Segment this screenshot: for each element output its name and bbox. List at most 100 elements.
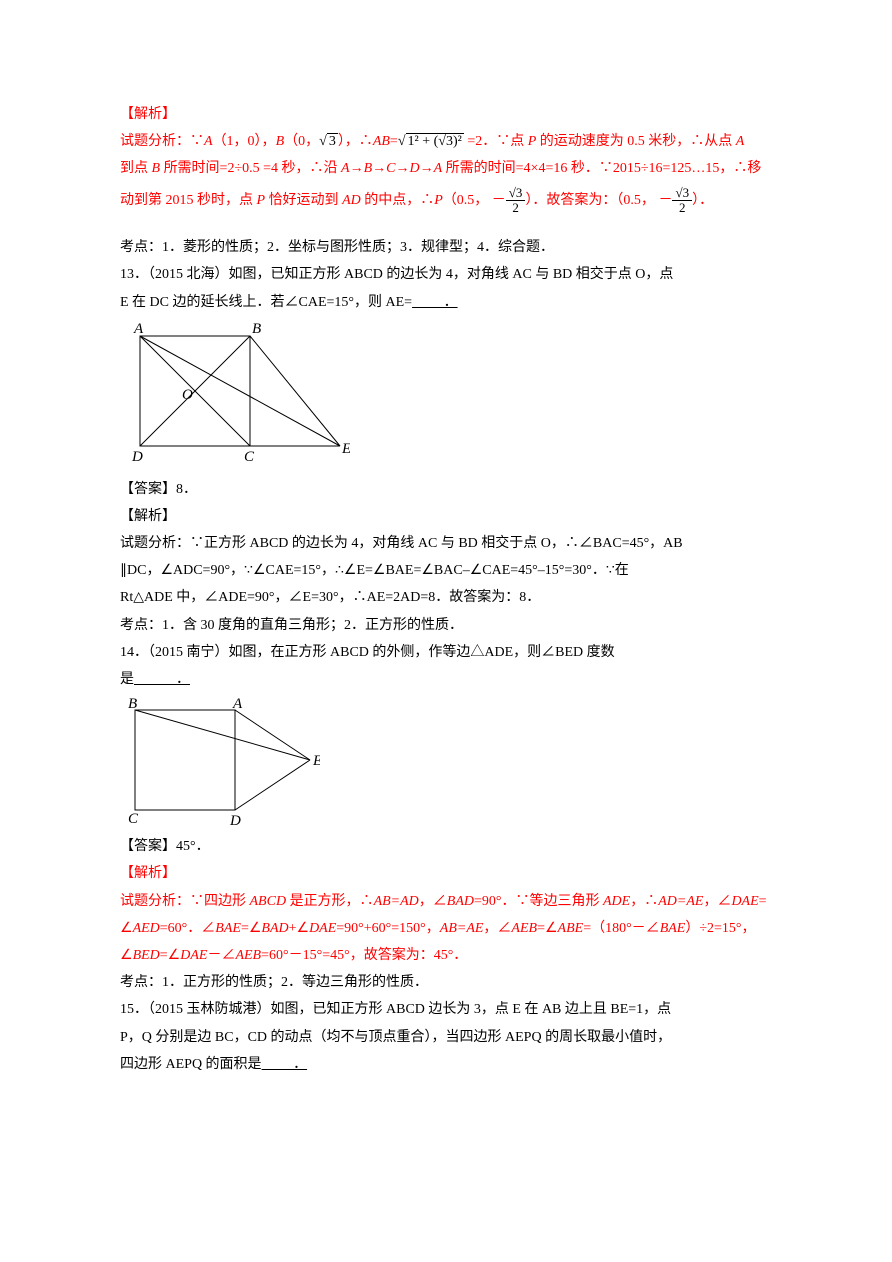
- t: =: [759, 894, 767, 909]
- figure-13: A B D C E O: [120, 321, 350, 471]
- label-A: A: [133, 321, 144, 337]
- text: ）．故答案为：（0.5，: [525, 193, 655, 208]
- q15-stem: 四边形 AEPQ 的面积是: [120, 1057, 262, 1072]
- text: 到点: [120, 161, 152, 176]
- t: ，∴: [630, 894, 658, 909]
- kaodian14: 考点：1．正方形的性质；2．等边三角形的性质．: [120, 970, 772, 995]
- t: －∠: [207, 948, 235, 963]
- jiexi14: 【解析】: [120, 861, 772, 886]
- frac1: √32: [506, 186, 526, 216]
- text: 所需的时间=4×4=16 秒．∵2015÷16=125…15，∴移: [442, 161, 761, 176]
- q14-text2: 是 ．: [120, 667, 772, 692]
- t: =90°．∵等边三角形: [474, 894, 603, 909]
- t: =90°+60°=150°，: [336, 921, 439, 936]
- q13-blank: ．: [412, 295, 458, 310]
- q15-text2: P，Q 分别是边 BC，CD 的动点（均不与顶点重合），当四边形 AEPQ 的周…: [120, 1025, 772, 1050]
- var-A2: A: [736, 134, 745, 149]
- t: 试题分析：∵四边形: [120, 894, 250, 909]
- neg: －: [492, 193, 506, 208]
- t: AD=AE: [658, 894, 703, 909]
- var-AB: AB: [373, 134, 390, 149]
- q14-blank: ．: [134, 672, 190, 687]
- var-AD: AD: [342, 193, 361, 208]
- t: =60°－15°=45°，故答案为：45°．: [261, 948, 467, 963]
- q13-text2: E 在 DC 边的延长线上．若∠CAE=15°，则 AE= ．: [120, 290, 772, 315]
- t: =∠: [160, 948, 180, 963]
- sqrt3: √3: [319, 133, 338, 149]
- analysis13-3: Rt△ADE 中，∠ADE=90°，∠E=30°，∴AE=2AD=8．故答案为：…: [120, 585, 772, 610]
- q13-stem: E 在 DC 边的延长线上．若∠CAE=15°，则 AE=: [120, 295, 412, 310]
- analysis13-2: ∥DC，∠ADC=90°，∵∠CAE=15°，∴∠E=∠BAE=∠BAC–∠CA…: [120, 558, 772, 583]
- t: ADE: [603, 894, 630, 909]
- frac2: √32: [672, 186, 692, 216]
- t: ABCD: [250, 894, 287, 909]
- text: （0，: [284, 134, 319, 149]
- text: =2．∵点: [464, 134, 528, 149]
- t: ，∠: [419, 894, 447, 909]
- text: （0.5，: [443, 193, 489, 208]
- figure-14: B A C D E: [120, 698, 320, 828]
- t: AEB: [235, 948, 261, 963]
- t: BAD: [261, 921, 288, 936]
- t: DAE: [180, 948, 207, 963]
- t: ）÷2=15°，: [685, 921, 755, 936]
- t: =（180°－∠: [583, 921, 660, 936]
- t: AB=AE: [440, 921, 484, 936]
- analysis-heading-1: 【解析】: [120, 102, 772, 127]
- label-A: A: [232, 698, 243, 712]
- text: 的运动速度为 0.5 米秒，∴从点: [536, 134, 736, 149]
- analysis14-line2: ∠AED=60°．∠BAE=∠BAD+∠DAE=90°+60°=150°，AB=…: [120, 916, 772, 941]
- t: ，∠: [483, 921, 511, 936]
- label-E: E: [312, 753, 320, 769]
- var-P2: P: [434, 193, 443, 208]
- t: BAE: [215, 921, 241, 936]
- t: AB=AD: [374, 894, 419, 909]
- ans14: 【答案】45°．: [120, 834, 772, 859]
- var-B: B: [276, 134, 285, 149]
- analysis1-line1: 试题分析：∵A（1，0），B（0，√3），∴AB=√1² + (√3)² =2．…: [120, 129, 772, 154]
- q13-text1: 13．（2015 北海）如图，已知正方形 ABCD 的边长为 4，对角线 AC …: [120, 262, 772, 287]
- t: AED: [133, 921, 160, 936]
- kaodian13: 考点：1．含 30 度角的直角三角形；2．正方形的性质．: [120, 613, 772, 638]
- var-B: B: [152, 161, 161, 176]
- label-E: E: [341, 441, 350, 457]
- q14-stem: 是: [120, 672, 134, 687]
- label-D: D: [131, 449, 143, 465]
- text: 的中点，∴: [361, 193, 435, 208]
- t: +∠: [289, 921, 309, 936]
- text: 动到第 2015 秒时，点: [120, 193, 257, 208]
- label-D: D: [229, 813, 241, 828]
- label-B: B: [252, 321, 261, 337]
- analysis14-line3: ∠BED=∠DAE－∠AEB=60°－15°=45°，故答案为：45°．: [120, 943, 772, 968]
- ans13: 【答案】8．: [120, 477, 772, 502]
- t: =∠: [241, 921, 261, 936]
- analysis1-line2: 到点 B 所需时间=2÷0.5 =4 秒，∴沿 A→B→C→D→A 所需的时间=…: [120, 156, 772, 181]
- t: =60°．∠: [160, 921, 216, 936]
- var-A: A: [204, 134, 213, 149]
- t: =∠: [537, 921, 557, 936]
- text: 所需时间=2÷0.5 =4 秒，∴沿: [160, 161, 341, 176]
- t: DAE: [731, 894, 758, 909]
- t: BAE: [660, 921, 686, 936]
- text: （1，0），: [213, 134, 276, 149]
- t: ，∠: [703, 894, 731, 909]
- path: A→B→C→D→A: [341, 161, 442, 176]
- label-C: C: [244, 449, 255, 465]
- neg2: －: [658, 193, 672, 208]
- t: BED: [133, 948, 160, 963]
- jiexi13: 【解析】: [120, 504, 772, 529]
- q15-text1: 15．（2015 玉林防城港）如图，已知正方形 ABCD 边长为 3，点 E 在…: [120, 997, 772, 1022]
- q15-text3: 四边形 AEPQ 的面积是 ．: [120, 1052, 772, 1077]
- var-P: P: [257, 193, 266, 208]
- t: 是正方形，∴: [286, 894, 374, 909]
- analysis14-line1: 试题分析：∵四边形 ABCD 是正方形，∴AB=AD，∠BAD=90°．∵等边三…: [120, 889, 772, 914]
- kaodian-1: 考点：1．菱形的性质；2．坐标与图形性质；3．规律型；4．综合题．: [120, 235, 772, 260]
- t: ∠: [120, 921, 133, 936]
- text: 恰好运动到: [265, 193, 342, 208]
- text: ），∴: [338, 134, 373, 149]
- eq: =: [390, 134, 398, 149]
- t: ∠: [120, 948, 133, 963]
- text: ）．: [692, 193, 713, 208]
- analysis13-1: 试题分析：∵正方形 ABCD 的边长为 4，对角线 AC 与 BD 相交于点 O…: [120, 531, 772, 556]
- t: AEB: [511, 921, 537, 936]
